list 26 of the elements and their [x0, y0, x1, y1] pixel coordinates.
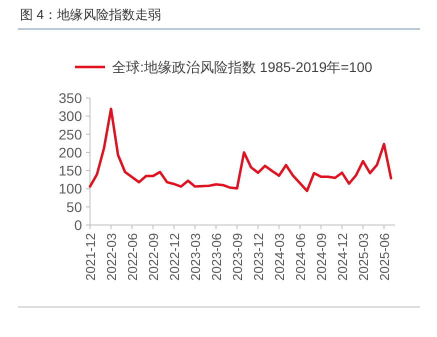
x-tick-label: 2022-03: [104, 233, 119, 281]
y-tick-label: 300: [58, 108, 82, 124]
x-tick-label: 2022-12: [167, 233, 182, 281]
y-tick-label: 350: [58, 90, 82, 106]
x-tick-label: 2022-06: [125, 233, 140, 281]
y-tick-label: 50: [66, 198, 82, 215]
legend-label: 全球:地缘政治风险指数 1985-2019年=100: [112, 59, 372, 75]
x-tick-label: 2023-03: [188, 233, 203, 281]
y-tick-label: 100: [58, 180, 82, 197]
y-tick-label: 200: [58, 144, 82, 160]
x-tick-label: 2024-09: [314, 233, 329, 281]
x-tick-label: 2025-06: [377, 233, 392, 281]
x-tick-label: 2024-03: [272, 233, 287, 281]
y-tick-label: 250: [58, 126, 82, 142]
x-tick-label: 2023-12: [251, 233, 266, 281]
x-tick-label: 2023-06: [209, 233, 224, 281]
x-tick-label: 2023-09: [230, 233, 245, 281]
x-tick-label: 2022-09: [146, 233, 161, 281]
y-tick-label: 0: [74, 217, 82, 233]
x-tick-label: 2025-03: [356, 233, 371, 281]
y-tick-label: 150: [58, 162, 82, 179]
line-series: [88, 108, 392, 192]
x-tick-label: 2024-12: [335, 233, 350, 281]
chart-title: 图 4：地缘风险指数走弱: [20, 7, 161, 22]
x-tick-label: 2021-12: [83, 233, 98, 281]
x-tick-label: 2024-06: [293, 233, 308, 281]
